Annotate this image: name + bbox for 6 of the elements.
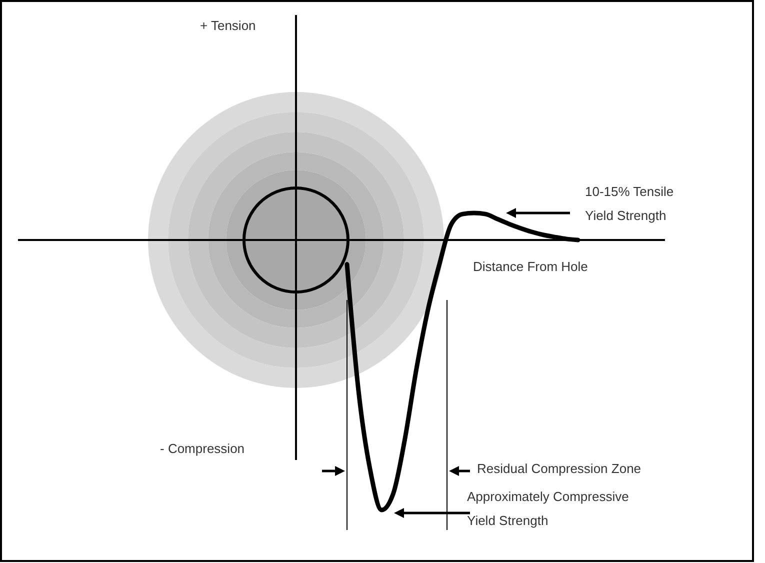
annotation: Residual Compression Zone [477, 461, 642, 476]
annotation: Approximately Compressive Yield Strength [467, 489, 629, 528]
text: - Compression [160, 441, 245, 456]
x-axis-title: Distance From Hole [473, 259, 588, 274]
text: 10-15% Tensile Yield Strength [585, 184, 674, 223]
text: + Tension [200, 18, 256, 33]
